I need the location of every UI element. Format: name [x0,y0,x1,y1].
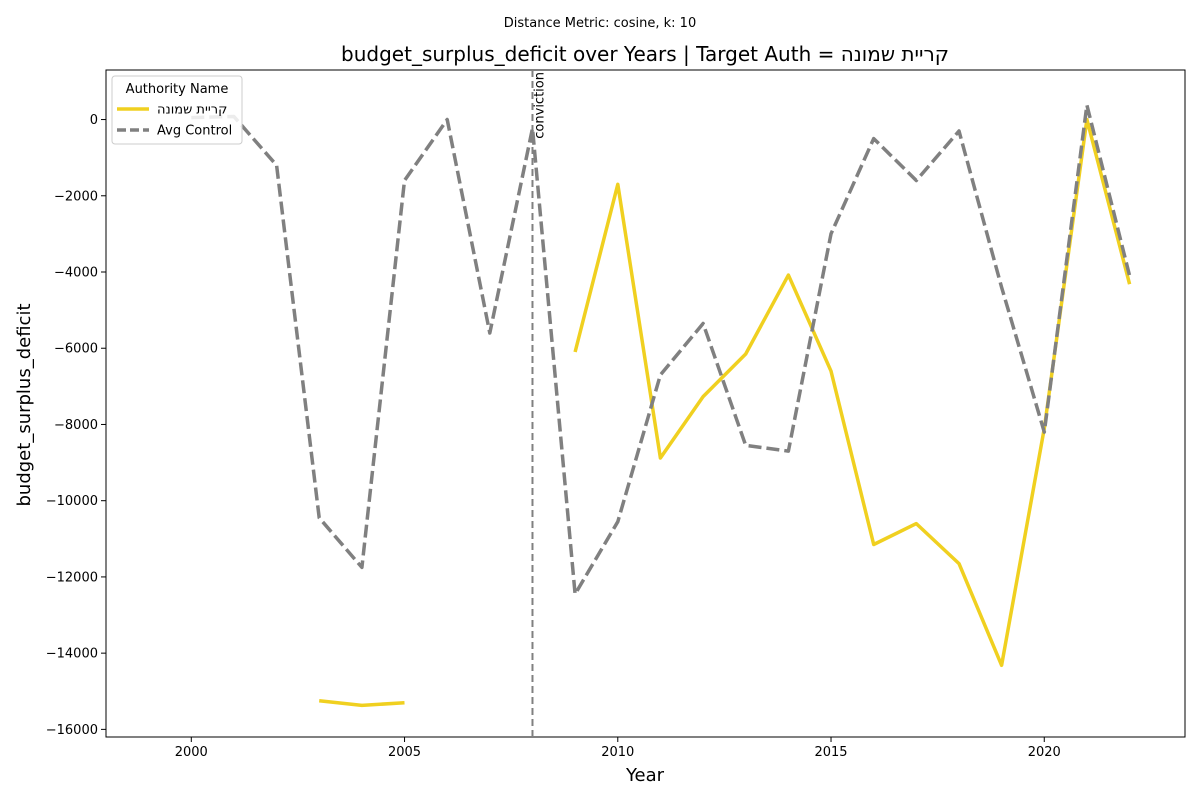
legend-label: קריית שמונה [157,103,227,118]
x-tick-label: 2005 [388,745,421,760]
chart-title: budget_surplus_deficit over Years | Targ… [341,42,949,66]
x-tick-label: 2010 [601,745,634,760]
y-tick-label: −12000 [46,570,98,585]
series-line-1 [191,103,1132,596]
y-axis-label: budget_surplus_deficit [14,303,35,506]
axes-frame [105,69,1186,738]
legend: Authority Name קריית שמונה Avg Control [111,75,243,145]
x-tick-label: 2015 [814,745,847,760]
y-tick-label: −8000 [54,418,98,433]
y-tick-label: −6000 [54,342,98,357]
annotation-label: conviction [532,72,547,139]
y-tick-label: 0 [90,113,98,128]
series-line-0 [573,117,1132,668]
x-tick-label: 2000 [175,745,208,760]
x-axis-label: Year [625,765,665,786]
series-line-0 [319,699,405,708]
x-tick-label: 2020 [1028,745,1061,760]
chart-suptitle: Distance Metric: cosine, k: 10 [504,16,696,31]
plot-area: 2000 2005 2010 2015 2020 0 −2000 −4000 −6000 −800… [46,69,1186,760]
y-tick-label: −16000 [46,723,98,738]
y-tick-label: −10000 [46,494,98,509]
legend-label: Avg Control [157,124,232,139]
legend-box [111,75,243,145]
y-tick-label: −14000 [46,647,98,662]
y-tick-label: −4000 [54,266,98,281]
y-tick-label: −2000 [54,189,98,204]
legend-title: Authority Name [126,82,229,97]
